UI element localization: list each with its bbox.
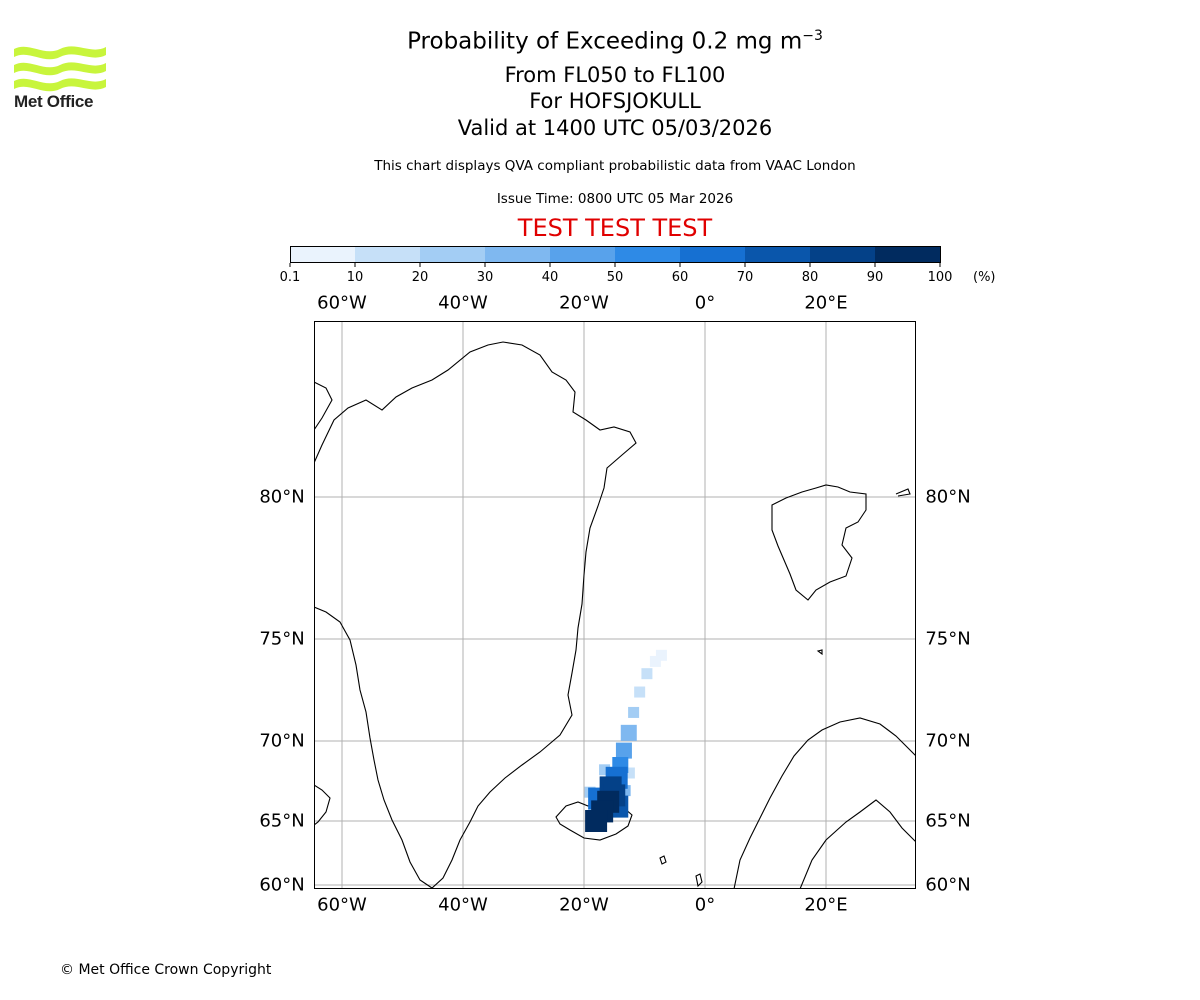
colorbar-label: 60 xyxy=(671,270,689,285)
longitude-label-bottom: 20°W xyxy=(559,894,609,916)
colorbar-label: 70 xyxy=(736,270,754,285)
colorbar-label: 30 xyxy=(476,270,494,285)
latitude-label-left: 80°N xyxy=(259,486,305,508)
faroe-coastline xyxy=(659,855,667,865)
colorbar-segment-8 xyxy=(810,246,876,263)
ash-probability-cell xyxy=(623,767,635,779)
ash-probability-cell xyxy=(615,742,632,759)
colorbar-segment-9 xyxy=(875,246,941,263)
chart-title: Probability of Exceeding 0.2 mg m−3 xyxy=(407,28,823,55)
colorbar-label: 50 xyxy=(606,270,624,285)
ash-probability-cell xyxy=(634,686,646,698)
colorbar-unit: (%) xyxy=(973,270,996,285)
longitude-label-bottom: 40°W xyxy=(438,894,488,916)
jan-mayen-coastline xyxy=(816,649,823,656)
test-banner: TEST TEST TEST xyxy=(517,214,713,242)
colorbar-segment-1 xyxy=(355,246,421,263)
baffin-coastline xyxy=(314,784,331,826)
volcano-name: For HOFSJOKULL xyxy=(529,89,701,113)
latitude-label-left: 60°N xyxy=(259,874,305,896)
met-office-wave-logo-icon xyxy=(14,46,106,92)
colorbar-label: 0.1 xyxy=(279,270,301,285)
colorbar-label: 100 xyxy=(927,270,953,285)
colorbar xyxy=(289,246,941,267)
copyright: © Met Office Crown Copyright xyxy=(60,962,272,978)
latitude-label-right: 60°N xyxy=(925,874,971,896)
greenland-coastline xyxy=(314,341,637,889)
longitude-label-bottom: 60°W xyxy=(317,894,367,916)
colorbar-label: 40 xyxy=(541,270,559,285)
nordaustlandet-coastline xyxy=(895,488,911,497)
colorbar-label: 80 xyxy=(801,270,819,285)
ellesmere-coastline xyxy=(314,381,333,431)
finland-coastline xyxy=(799,799,916,889)
longitude-label-top: 0° xyxy=(694,292,716,314)
ash-probability-cell xyxy=(620,724,637,741)
latitude-label-left: 75°N xyxy=(259,628,305,650)
iceland-coastline xyxy=(555,799,633,841)
latitude-label-right: 70°N xyxy=(925,730,971,752)
longitude-label-top: 20°E xyxy=(804,292,848,314)
latitude-label-right: 65°N xyxy=(925,810,971,832)
ash-probability-cell xyxy=(599,764,611,776)
colorbar-segment-7 xyxy=(745,246,811,263)
ash-probability-cell xyxy=(649,655,661,667)
latitude-label-left: 65°N xyxy=(259,810,305,832)
met-office-logo-text: Met Office xyxy=(14,92,94,111)
flight-levels: From FL050 to FL100 xyxy=(504,63,726,87)
longitude-label-bottom: 20°E xyxy=(804,894,848,916)
map-frame xyxy=(314,321,916,889)
coastlines xyxy=(314,341,916,889)
svalbard-coastline xyxy=(771,484,867,601)
chart-description: This chart displays QVA compliant probab… xyxy=(374,158,856,174)
longitude-label-top: 20°W xyxy=(559,292,609,314)
latitude-label-right: 75°N xyxy=(925,628,971,650)
colorbar-segment-6 xyxy=(680,246,746,263)
colorbar-frame xyxy=(290,246,941,263)
colorbar-segment-3 xyxy=(485,246,551,263)
colorbar-segment-5 xyxy=(615,246,681,263)
colorbar-segment-2 xyxy=(420,246,486,263)
latitude-label-left: 70°N xyxy=(259,730,305,752)
ash-probability-cell xyxy=(655,649,667,661)
colorbar-label: 20 xyxy=(411,270,429,285)
longitude-label-bottom: 0° xyxy=(694,894,716,916)
scandinavia-coastline xyxy=(733,717,916,889)
latitude-label-right: 80°N xyxy=(925,486,971,508)
ash-probability-cell xyxy=(585,810,608,832)
longitude-label-top: 40°W xyxy=(438,292,488,314)
colorbar-segment-0 xyxy=(290,246,356,263)
issue-time: Issue Time: 0800 UTC 05 Mar 2026 xyxy=(496,191,734,207)
shetland-coastline xyxy=(695,873,703,888)
colorbar-segment-4 xyxy=(550,246,616,263)
ash-probability-cell xyxy=(641,668,653,680)
valid-time: Valid at 1400 UTC 05/03/2026 xyxy=(457,116,773,140)
longitude-label-top: 60°W xyxy=(317,292,367,314)
colorbar-label: 10 xyxy=(346,270,364,285)
ash-probability-cell xyxy=(628,706,640,718)
colorbar-label: 90 xyxy=(866,270,884,285)
